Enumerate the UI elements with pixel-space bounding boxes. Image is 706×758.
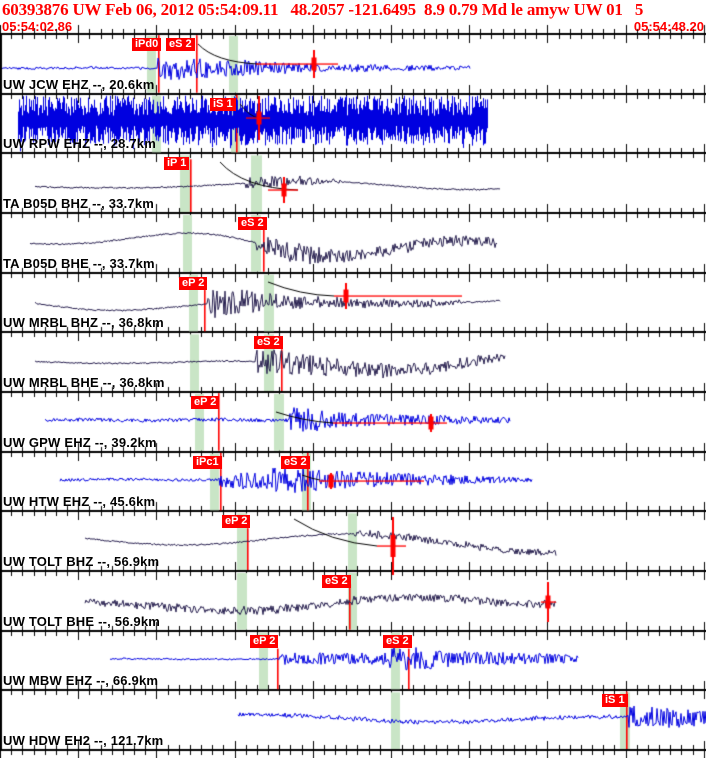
trace-row-uw-mrbl-bhe-36-8km[interactable]: UW MRBL BHE --, 36.8km eS 2: [0, 332, 706, 392]
station-label: TA B05D BHZ --, 33.7km: [3, 195, 155, 211]
pick-label[interactable]: eS 2: [254, 336, 283, 350]
pick-label[interactable]: eP 2: [250, 634, 279, 648]
pick-label[interactable]: iS 1: [602, 694, 628, 708]
station-label: UW GPW EHZ --, 39.2km: [3, 434, 157, 450]
pick-label[interactable]: eP 2: [191, 396, 220, 409]
trace-row-uw-jcw-ehz-20-6km[interactable]: UW JCW EHZ --, 20.6km iPd0 eS 2: [0, 34, 706, 94]
station-label: UW TOLT BHZ --, 56.9km: [3, 553, 160, 569]
station-label: UW MBW EHZ --, 66.9km: [3, 673, 159, 689]
trace-row-uw-htw-ehz-45-6km[interactable]: UW HTW EHZ --, 45.6km iPc1 eS 2: [0, 452, 706, 512]
trace-row-uw-tolt-bhe-56-9km[interactable]: UW TOLT BHE --, 56.9km eS 2: [0, 571, 706, 631]
pick-label[interactable]: iP 1: [164, 157, 190, 171]
station-label: UW HDW EH2 --, 121.7km: [3, 732, 164, 748]
station-label: UW RPW EHZ --, 28.7km: [3, 136, 156, 152]
trace-row-uw-mrbl-bhz-36-8km[interactable]: UW MRBL BHZ --, 36.8km eP 2: [0, 273, 706, 333]
trace-row-uw-hdw-eh2-121-7km[interactable]: UW HDW EH2 --, 121.7km iS 1: [0, 690, 706, 750]
pick-label[interactable]: eS 2: [383, 634, 412, 648]
pick-label[interactable]: eP 2: [222, 515, 251, 529]
pick-label[interactable]: iPd0: [132, 38, 162, 51]
station-label: UW MRBL BHE --, 36.8km: [3, 374, 165, 390]
trace-row-uw-rpw-ehz-28-7km[interactable]: UW RPW EHZ --, 28.7km iS 1: [0, 94, 706, 154]
station-label: UW HTW EHZ --, 45.6km: [3, 494, 156, 510]
pick-label[interactable]: eS 2: [238, 217, 267, 230]
pick-label[interactable]: eS 2: [166, 38, 195, 51]
station-label: UW MRBL BHZ --, 36.8km: [3, 315, 164, 331]
pick-label[interactable]: iPc1: [193, 455, 222, 469]
station-label: TA B05D BHE --, 33.7km: [3, 255, 155, 271]
pick-label[interactable]: iS 1: [210, 97, 236, 111]
trace-row-ta-b05d-bhe-33-7km[interactable]: TA B05D BHE --, 33.7km eS 2: [0, 213, 706, 273]
pick-label[interactable]: eS 2: [322, 575, 351, 588]
trace-row-uw-mbw-ehz-66-9km[interactable]: UW MBW EHZ --, 66.9km eP 2 eS 2: [0, 631, 706, 691]
pick-label[interactable]: eS 2: [281, 455, 310, 469]
trace-row-uw-gpw-ehz-39-2km[interactable]: UW GPW EHZ --, 39.2km eP 2: [0, 392, 706, 452]
pick-label[interactable]: eP 2: [179, 276, 208, 290]
trace-row-uw-tolt-bhz-56-9km[interactable]: UW TOLT BHZ --, 56.9km eP 2: [0, 511, 706, 571]
station-label: UW JCW EHZ --, 20.6km: [3, 76, 155, 92]
station-label: UW TOLT BHE --, 56.9km: [3, 613, 161, 629]
trace-row-ta-b05d-bhz-33-7km[interactable]: TA B05D BHZ --, 33.7km iP 1: [0, 153, 706, 213]
